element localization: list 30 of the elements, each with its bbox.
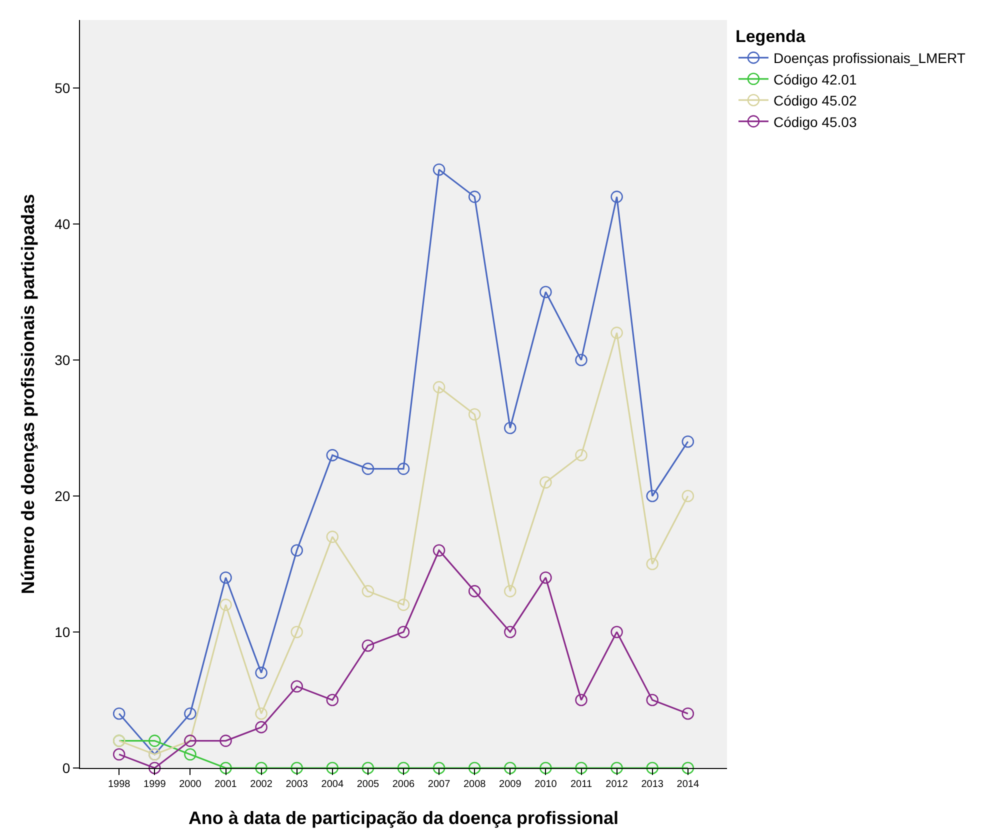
x-tick-label: 2011 xyxy=(570,779,592,790)
x-tick-label: 2000 xyxy=(179,779,202,790)
x-tick-label: 2014 xyxy=(676,779,700,790)
legend-label: Código 42.01 xyxy=(773,71,857,88)
y-tick-label: 50 xyxy=(54,80,70,96)
y-tick-label: 10 xyxy=(54,624,70,640)
x-axis-title: Ano à data de participação da doença profissional xyxy=(188,808,619,828)
legend-label: Código 45.02 xyxy=(773,92,857,109)
x-tick-label: 2009 xyxy=(499,779,522,790)
y-axis-title: Número de doenças profissionais participadas xyxy=(18,194,38,594)
x-tick-label: 1999 xyxy=(144,779,166,790)
y-tick-label: 30 xyxy=(54,352,70,368)
legend-label: Código 45.03 xyxy=(773,114,857,130)
x-tick-label: 2010 xyxy=(534,779,558,790)
legend-label: Doenças profissionais_LMERT xyxy=(773,50,966,66)
x-tick-label: 2008 xyxy=(463,779,486,790)
x-tick-label: 2013 xyxy=(641,779,664,790)
y-tick-label: 20 xyxy=(54,488,70,504)
x-tick-label: 2007 xyxy=(428,779,451,790)
x-tick-label: 2003 xyxy=(286,779,308,790)
x-tick-label: 2005 xyxy=(356,779,380,790)
x-tick-label: 2001 xyxy=(214,779,238,790)
x-tick-label: 2012 xyxy=(606,779,628,790)
x-tick-label: 1998 xyxy=(108,779,131,790)
x-tick-label: 2004 xyxy=(321,779,344,790)
legend-title: Legenda xyxy=(735,27,806,46)
y-tick-label: 40 xyxy=(54,216,70,232)
x-tick-label: 2006 xyxy=(392,779,416,790)
x-tick-label: 2002 xyxy=(250,779,273,790)
y-tick-label: 0 xyxy=(62,760,70,776)
